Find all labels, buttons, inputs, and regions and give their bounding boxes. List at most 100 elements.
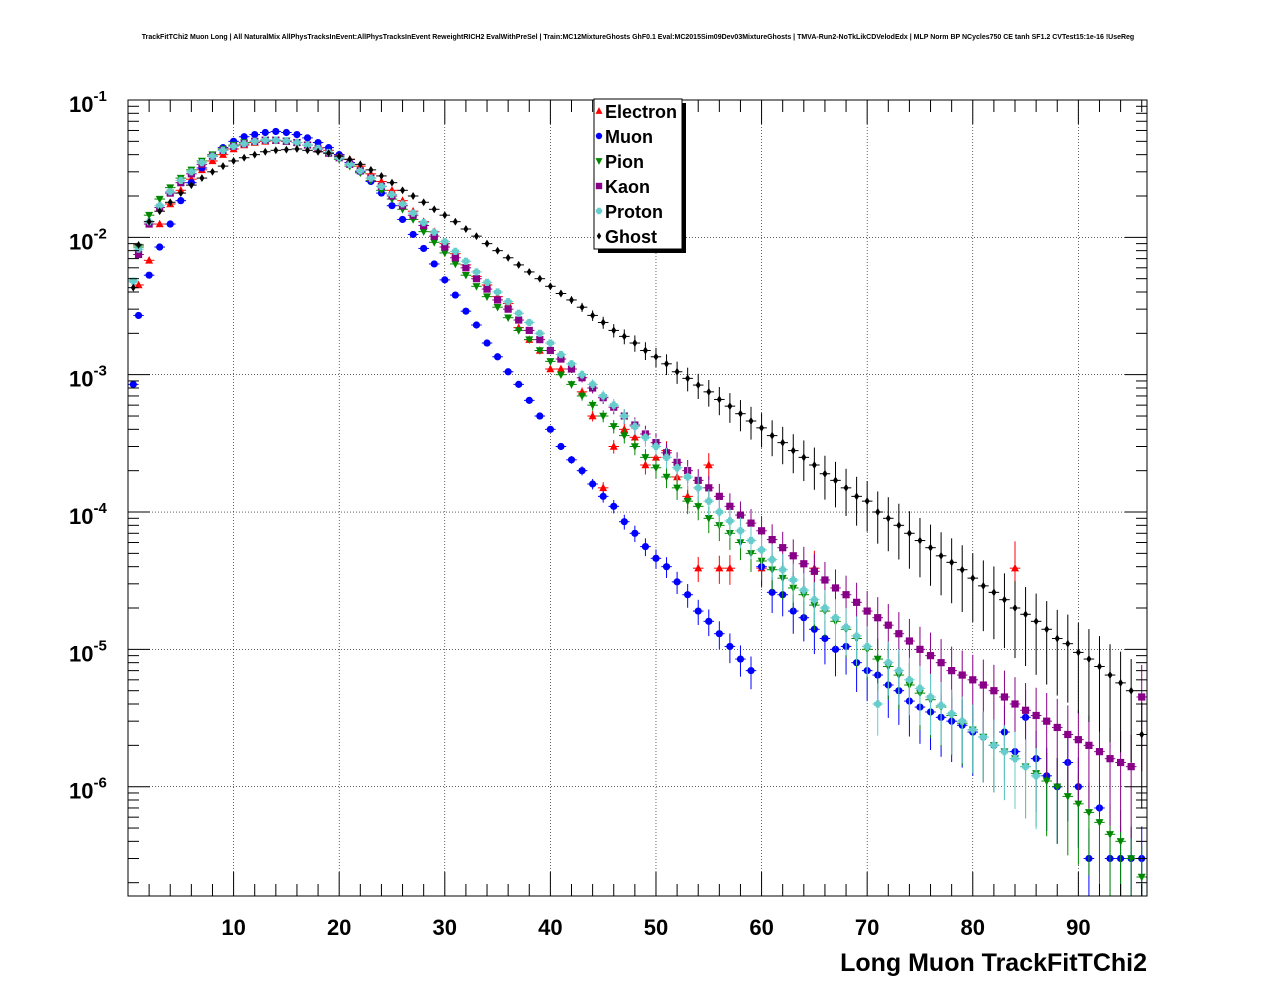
data-point — [430, 260, 438, 268]
data-point — [715, 630, 723, 638]
data-point — [652, 464, 660, 473]
data-point — [652, 442, 660, 451]
data-point — [599, 412, 608, 421]
data-point — [1000, 693, 1009, 701]
data-point — [314, 138, 322, 147]
data-point — [462, 257, 470, 265]
data-point — [979, 681, 987, 689]
data-point — [515, 380, 523, 388]
data-point — [685, 374, 691, 383]
data-point — [673, 578, 681, 586]
data-point — [421, 198, 427, 207]
data-point — [294, 145, 300, 153]
data-point — [694, 607, 702, 615]
legend-entry-pion: Pion — [595, 152, 644, 172]
data-point — [1138, 693, 1146, 701]
data-point — [240, 133, 248, 141]
data-point — [472, 275, 481, 283]
data-point — [832, 476, 839, 485]
data-point — [694, 563, 703, 572]
data-point — [556, 364, 565, 373]
data-point — [1065, 639, 1071, 648]
data-point — [631, 529, 639, 537]
data-point — [1084, 809, 1093, 817]
data-point — [821, 604, 829, 612]
data-point — [631, 422, 639, 431]
data-point — [293, 130, 301, 139]
data-point — [219, 150, 227, 158]
data-point — [1064, 730, 1072, 739]
data-point — [737, 409, 743, 418]
data-point — [704, 515, 713, 523]
data-point — [419, 228, 428, 236]
data-point — [768, 535, 776, 544]
y-tick-label: 10-6 — [69, 775, 107, 804]
data-point — [705, 617, 713, 625]
data-point — [463, 225, 469, 233]
data-point — [546, 358, 555, 366]
y-tick-label: 10-2 — [69, 225, 107, 254]
data-point — [187, 168, 195, 176]
plot-title: TrackFitTChi2 Muon Long | All NaturalMix… — [141, 34, 1135, 41]
data-point — [759, 423, 765, 432]
data-point — [736, 655, 745, 663]
data-point — [145, 271, 153, 279]
data-point — [483, 285, 491, 293]
data-point — [959, 565, 965, 574]
data-point — [1107, 671, 1113, 680]
data-point — [1011, 563, 1019, 572]
data-point — [462, 307, 470, 315]
data-point — [273, 146, 279, 155]
data-point — [842, 623, 850, 631]
data-point — [229, 142, 238, 150]
data-point — [536, 329, 544, 337]
data-point — [220, 162, 226, 171]
legend-marker — [595, 207, 603, 215]
data-point — [209, 167, 215, 176]
data-point — [155, 195, 164, 204]
data-point — [1074, 736, 1082, 744]
data-point — [620, 412, 628, 420]
data-point — [1001, 595, 1007, 604]
data-point — [129, 277, 137, 285]
data-point — [219, 146, 227, 154]
x-tick-label: 40 — [538, 915, 562, 940]
data-point — [472, 321, 481, 329]
data-point — [958, 717, 966, 725]
data-point — [695, 381, 701, 390]
data-point — [863, 607, 871, 615]
data-point — [599, 392, 607, 400]
data-point — [472, 268, 481, 276]
data-point — [790, 446, 796, 455]
data-point — [611, 326, 617, 335]
data-point — [641, 454, 650, 462]
data-point — [588, 411, 597, 420]
data-point — [906, 529, 912, 538]
data-point — [969, 726, 977, 734]
legend-label: Pion — [605, 152, 644, 172]
data-point — [178, 189, 184, 198]
legend-label: Muon — [605, 127, 653, 147]
data-point — [599, 483, 608, 492]
data-point — [156, 243, 164, 251]
data-point — [495, 246, 501, 255]
data-point — [704, 460, 713, 469]
data-point — [789, 607, 797, 615]
x-tick-label: 60 — [749, 915, 773, 940]
data-point — [346, 160, 354, 168]
data-point — [1075, 648, 1081, 657]
data-point — [588, 401, 597, 410]
data-point — [558, 289, 564, 298]
data-point — [525, 318, 533, 327]
data-point — [356, 167, 364, 175]
data-point — [747, 519, 755, 527]
data-point — [461, 271, 470, 280]
data-point — [821, 576, 829, 584]
data-point — [673, 464, 681, 472]
legend-label: Electron — [605, 102, 677, 122]
data-point — [1063, 793, 1072, 801]
data-point — [1053, 783, 1062, 792]
legend-marker — [595, 132, 603, 140]
data-point — [177, 197, 185, 205]
